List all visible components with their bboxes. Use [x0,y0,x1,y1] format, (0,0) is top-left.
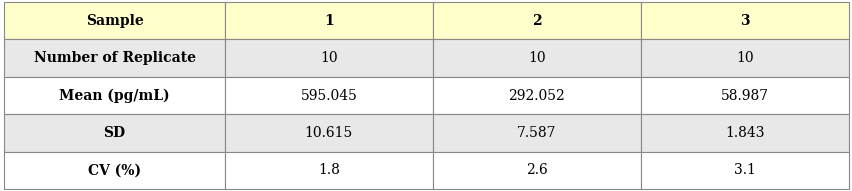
Text: SD: SD [103,126,125,140]
Bar [432,2,640,39]
Text: 1.843: 1.843 [724,126,763,140]
Bar [4,2,225,39]
Text: 2.6: 2.6 [526,163,547,177]
Bar [225,39,432,77]
Text: Mean (pg/mL): Mean (pg/mL) [60,88,170,103]
Text: 1.8: 1.8 [318,163,339,177]
Text: 595.045: 595.045 [300,88,357,103]
Bar [640,77,848,114]
Bar [640,114,848,152]
Text: 2: 2 [532,14,541,28]
Bar [640,39,848,77]
Bar [225,77,432,114]
Bar [4,114,225,152]
Bar [432,114,640,152]
Text: 292.052: 292.052 [508,88,565,103]
Text: 58.987: 58.987 [720,88,768,103]
Bar [432,39,640,77]
Bar [4,152,225,189]
Bar [432,152,640,189]
Text: 7.587: 7.587 [516,126,556,140]
Text: Number of Replicate: Number of Replicate [33,51,195,65]
Text: Sample: Sample [85,14,143,28]
Text: 3: 3 [739,14,749,28]
Bar [640,2,848,39]
Text: 10: 10 [735,51,752,65]
Text: 3.1: 3.1 [733,163,755,177]
Text: CV (%): CV (%) [88,163,141,177]
Bar [640,152,848,189]
Bar [225,2,432,39]
Bar [432,77,640,114]
Bar [4,77,225,114]
Bar [4,39,225,77]
Text: 1: 1 [324,14,333,28]
Bar [225,114,432,152]
Text: 10.615: 10.615 [304,126,353,140]
Text: 10: 10 [320,51,337,65]
Text: 10: 10 [527,51,545,65]
Bar [225,152,432,189]
